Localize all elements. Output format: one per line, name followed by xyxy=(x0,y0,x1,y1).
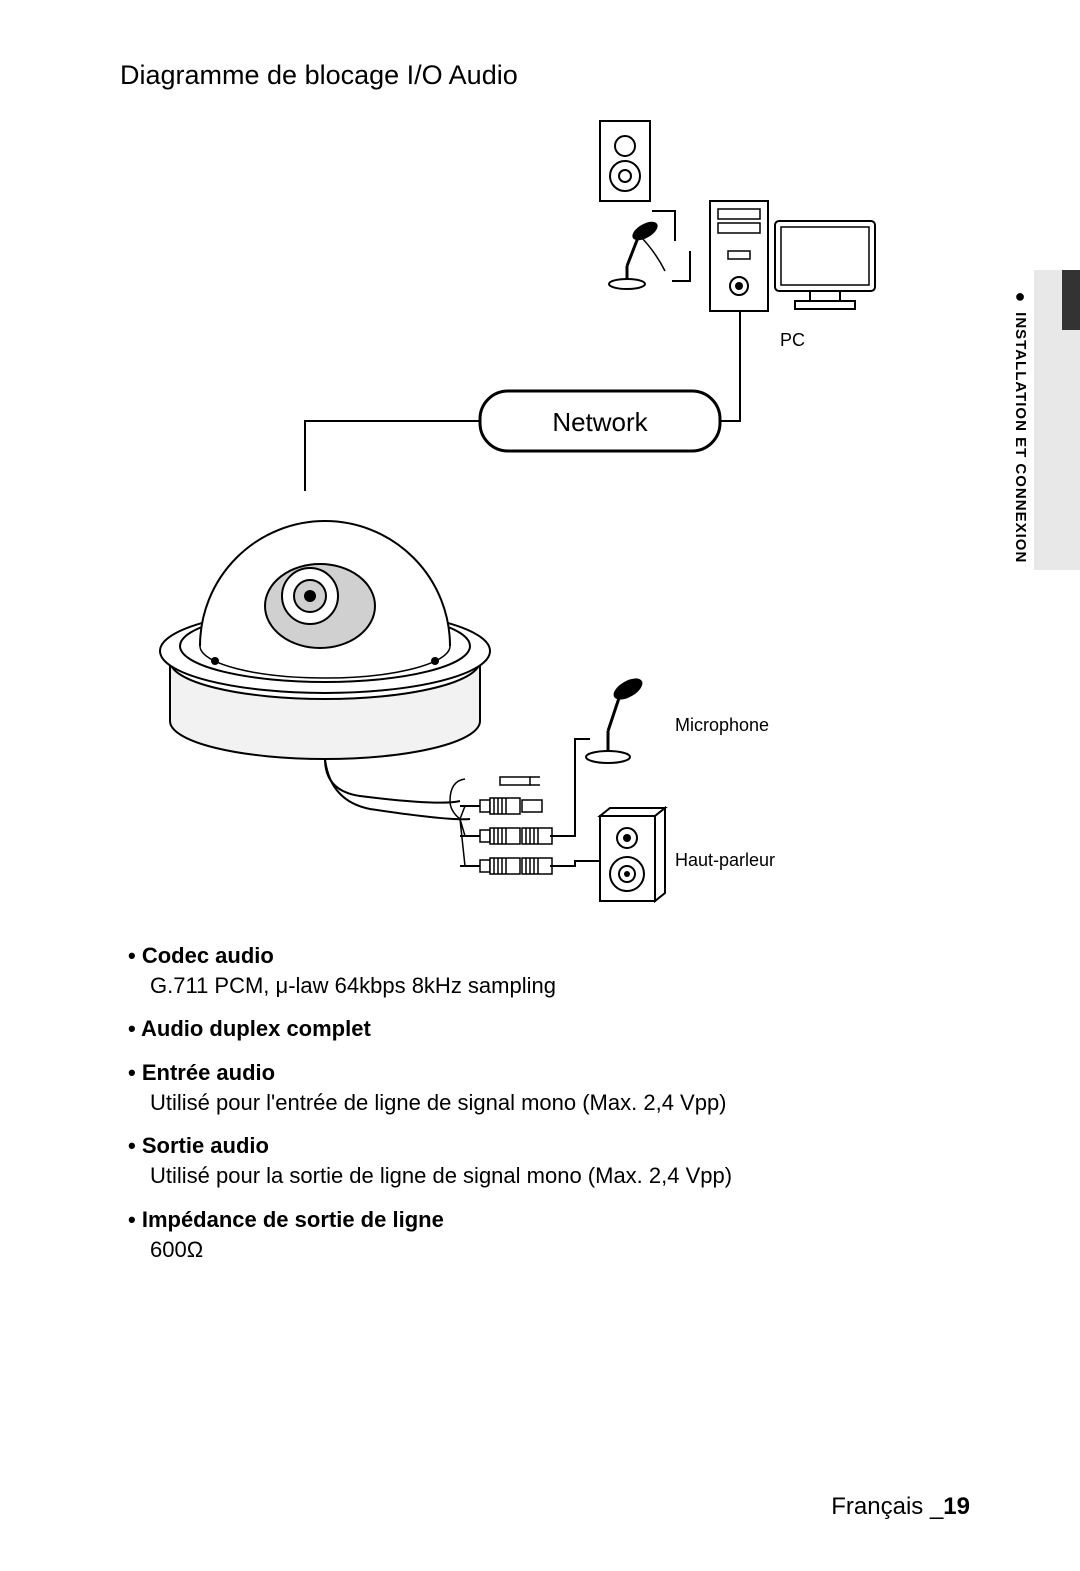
spec-label: Impédance de sortie de ligne xyxy=(128,1207,444,1232)
spec-desc: G.711 PCM, μ-law 64kbps 8kHz sampling xyxy=(150,971,970,1001)
spec-item: Sortie audio Utilisé pour la sortie de l… xyxy=(128,1131,970,1190)
dome-camera-icon xyxy=(160,521,540,819)
footer-language: Français xyxy=(831,1493,923,1520)
spec-list: Codec audio G.711 PCM, μ-law 64kbps 8kHz… xyxy=(120,941,970,1264)
spec-desc: Utilisé pour l'entrée de ligne de signal… xyxy=(150,1088,970,1118)
spec-desc: Utilisé pour la sortie de ligne de signa… xyxy=(150,1161,970,1191)
audio-io-diagram: PC Network xyxy=(120,111,970,911)
section-tab xyxy=(1034,270,1080,570)
microphone-label: Microphone xyxy=(675,715,769,735)
speaker-label: Haut-parleur xyxy=(675,850,775,870)
cable-connectors xyxy=(450,779,552,874)
svg-text:Network: Network xyxy=(552,407,648,437)
spec-label: Codec audio xyxy=(128,943,274,968)
spec-item: Impédance de sortie de ligne 600Ω xyxy=(128,1205,970,1264)
pc-setup-icon xyxy=(600,121,875,311)
microphone-icon xyxy=(586,674,646,763)
spec-item: Entrée audio Utilisé pour l'entrée de li… xyxy=(128,1058,970,1117)
footer-page-number: 19 xyxy=(943,1493,970,1520)
footer-separator: _ xyxy=(923,1493,943,1520)
pc-label: PC xyxy=(780,330,805,350)
page-footer: Français _19 xyxy=(831,1493,970,1521)
section-tab-label: ● INSTALLATION ET CONNEXION xyxy=(1009,286,1030,563)
spec-label: Entrée audio xyxy=(128,1060,275,1085)
page-title: Diagramme de blocage I/O Audio xyxy=(120,60,970,91)
spec-item: Audio duplex complet xyxy=(128,1014,970,1044)
section-tab-marker xyxy=(1062,270,1080,330)
network-node: Network xyxy=(480,391,720,451)
spec-label: Sortie audio xyxy=(128,1133,269,1158)
spec-label: Audio duplex complet xyxy=(128,1016,371,1041)
speaker-icon xyxy=(600,808,665,901)
spec-item: Codec audio G.711 PCM, μ-law 64kbps 8kHz… xyxy=(128,941,970,1000)
spec-desc: 600Ω xyxy=(150,1235,970,1265)
